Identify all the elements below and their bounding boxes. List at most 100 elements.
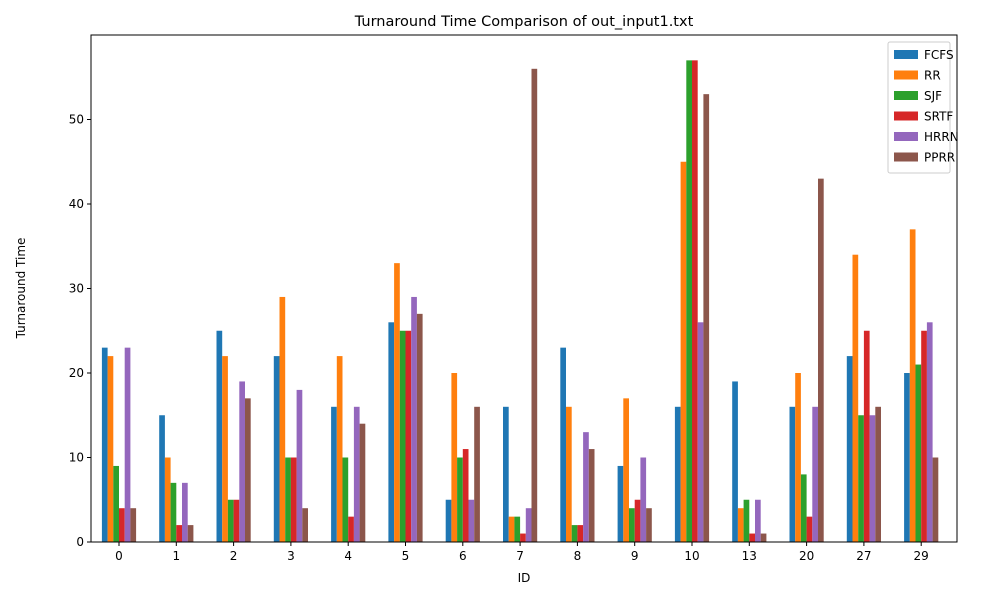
bar-rr-id-7: [508, 516, 515, 542]
x-tick-label: 13: [742, 549, 757, 563]
bar-sjf-id-8: [571, 525, 578, 542]
bar-rr-id-6: [451, 373, 458, 542]
bar-srtf-id-5: [405, 330, 412, 542]
legend-swatch-rr: [894, 70, 918, 80]
bar-srtf-id-27: [863, 330, 870, 542]
bar-hrrn-id-9: [640, 457, 647, 542]
legend-swatch-hrrn: [894, 132, 918, 141]
bar-rr-id-9: [623, 398, 629, 542]
bar-hrrn-id-6: [468, 499, 475, 542]
bar-fcfs-id-5: [388, 322, 395, 542]
bar-rr-id-13: [737, 508, 744, 542]
y-tick-label: 20: [69, 366, 84, 380]
bar-srtf-id-0: [119, 508, 125, 542]
bar-pprr-id-0: [130, 508, 137, 542]
x-tick-label: 0: [115, 549, 123, 563]
bar-pprr-id-9: [646, 508, 652, 542]
bar-pprr-id-8: [588, 449, 595, 542]
bar-fcfs-id-1: [159, 415, 165, 542]
bar-hrrn-id-2: [239, 381, 245, 542]
legend-swatch-fcfs: [894, 50, 918, 59]
bar-sjf-id-27: [858, 415, 864, 542]
bar-rr-id-20: [795, 373, 801, 542]
x-tick-label: 9: [631, 549, 639, 563]
bar-pprr-id-29: [932, 457, 939, 542]
bar-pprr-id-3: [302, 508, 308, 542]
bar-hrrn-id-7: [525, 508, 532, 542]
legend-swatch-pprr: [894, 152, 918, 162]
plot-frame: [90, 34, 958, 543]
bar-hrrn-id-10: [697, 322, 704, 542]
y-tick-label: 30: [69, 282, 84, 296]
bar-rr-id-29: [909, 229, 916, 542]
bar-hrrn-id-5: [411, 296, 417, 542]
bar-sjf-id-9: [629, 508, 635, 542]
x-tick-label: 1: [172, 549, 180, 563]
legend-swatch-sjf: [894, 91, 918, 100]
y-tick-label: 10: [69, 451, 84, 465]
bar-pprr-id-2: [245, 398, 251, 542]
x-tick-label: 5: [402, 549, 410, 563]
bar-sjf-id-20: [800, 474, 807, 542]
chart-title: Turnaround Time Comparison of out_input1…: [354, 14, 694, 30]
bar-srtf-id-4: [348, 516, 354, 542]
bar-srtf-id-3: [290, 457, 297, 542]
bar-rr-id-0: [107, 356, 114, 542]
bar-rr-id-27: [852, 254, 859, 542]
x-tick-label: 29: [914, 549, 929, 563]
x-tick-label: 4: [344, 549, 352, 563]
bar-fcfs-id-7: [503, 406, 509, 542]
bars-group: [101, 60, 939, 543]
x-tick-label: 6: [459, 549, 467, 563]
bar-fcfs-id-2: [216, 330, 223, 542]
bar-srtf-id-20: [806, 516, 813, 542]
bar-hrrn-id-3: [296, 389, 303, 542]
bar-hrrn-id-29: [926, 322, 933, 542]
bar-rr-id-4: [336, 356, 343, 542]
bar-sjf-id-10: [686, 60, 692, 542]
bar-fcfs-id-3: [273, 356, 280, 542]
bar-sjf-id-3: [285, 457, 291, 542]
bar-rr-id-8: [566, 406, 572, 542]
legend-label-pprr: PPRR: [924, 151, 955, 165]
x-tick-label: 2: [230, 549, 238, 563]
bar-srtf-id-8: [577, 525, 584, 542]
bar-fcfs-id-9: [617, 465, 624, 542]
bar-srtf-id-10: [692, 60, 698, 542]
legend: FCFS RR SJF SRTF HRRN PPRR: [887, 41, 959, 174]
bar-hrrn-id-20: [812, 406, 818, 542]
x-tick-label: 27: [856, 549, 871, 563]
bar-fcfs-id-6: [445, 499, 452, 542]
y-axis-label: Turnaround Time: [14, 238, 28, 340]
bar-sjf-id-2: [227, 499, 234, 542]
bar-pprr-id-10: [703, 94, 710, 543]
bar-srtf-id-1: [176, 525, 182, 542]
bar-hrrn-id-4: [353, 406, 360, 542]
legend-label-sjf: SJF: [924, 89, 942, 103]
x-tick-label: 8: [574, 549, 582, 563]
bar-fcfs-id-20: [789, 406, 796, 542]
bar-sjf-id-1: [170, 482, 177, 542]
bar-hrrn-id-0: [124, 347, 131, 542]
legend-label-rr: RR: [924, 69, 941, 83]
bar-fcfs-id-29: [904, 373, 910, 542]
x-tick-label: 10: [684, 549, 699, 563]
x-axis-label: ID: [518, 571, 531, 585]
bar-rr-id-1: [164, 457, 171, 542]
y-ticks-group: 0 10 20 30 40 50: [69, 113, 91, 549]
legend-label-hrrn: HRRN: [924, 130, 959, 144]
bar-hrrn-id-1: [182, 482, 188, 542]
legend-label-srtf: SRTF: [924, 110, 953, 124]
bar-sjf-id-6: [457, 457, 463, 542]
bar-fcfs-id-8: [560, 347, 566, 542]
bar-rr-id-3: [279, 296, 286, 542]
bar-sjf-id-7: [514, 516, 521, 542]
bar-hrrn-id-13: [755, 499, 761, 542]
bar-pprr-id-1: [187, 525, 194, 542]
bar-pprr-id-20: [818, 178, 824, 542]
bar-hrrn-id-27: [869, 415, 876, 542]
bar-sjf-id-29: [915, 364, 922, 542]
bar-fcfs-id-4: [331, 406, 337, 542]
bar-rr-id-5: [394, 263, 400, 542]
